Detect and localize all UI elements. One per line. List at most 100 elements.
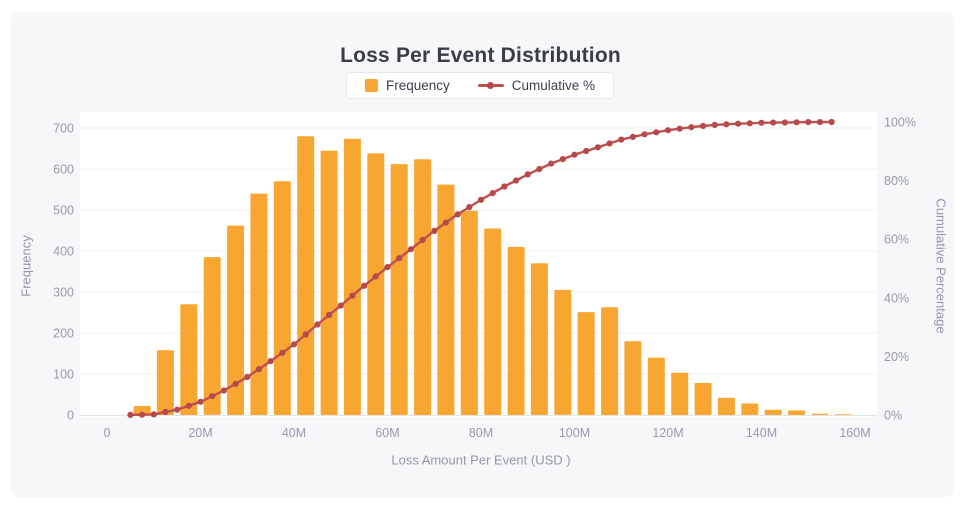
y-left-tick-labels: 0 100 200 300 400 500 600 700 bbox=[53, 122, 74, 423]
cumulative-point bbox=[816, 119, 824, 126]
cumulative-point bbox=[524, 171, 531, 178]
svg-text:160M: 160M bbox=[839, 426, 870, 440]
cumulative-point bbox=[244, 373, 251, 381]
svg-text:600: 600 bbox=[53, 163, 74, 177]
cumulative-point bbox=[279, 349, 286, 356]
cumulative-point bbox=[162, 408, 169, 416]
cumulative-point bbox=[139, 411, 146, 418]
frequency-bar bbox=[834, 414, 852, 415]
cumulative-point bbox=[653, 129, 660, 136]
cumulative-point bbox=[793, 119, 800, 126]
cumulative-point bbox=[501, 183, 508, 190]
legend-item-cumulative[interactable]: Cumulative % bbox=[477, 78, 595, 93]
cumulative-point bbox=[267, 358, 274, 365]
frequency-bar bbox=[601, 307, 619, 415]
cumulative-point bbox=[290, 341, 298, 348]
cumulative-point bbox=[185, 402, 192, 409]
frequency-bar bbox=[647, 357, 665, 415]
y-right-tick-labels: 0% 20% 40% 60% 80% 100% bbox=[884, 116, 916, 423]
frequency-bar bbox=[133, 406, 151, 415]
frequency-bar bbox=[320, 150, 338, 415]
frequency-bar bbox=[273, 181, 291, 415]
cumulative-point bbox=[746, 120, 753, 127]
cumulative-point bbox=[571, 151, 578, 158]
frequency-bar bbox=[624, 341, 642, 415]
frequency-bar bbox=[414, 159, 432, 415]
cumulative-point bbox=[407, 246, 414, 253]
frequency-bar bbox=[764, 409, 782, 415]
cumulative-point bbox=[302, 331, 309, 338]
frequency-bar bbox=[250, 193, 268, 415]
cumulative-point bbox=[127, 411, 134, 418]
frequency-bar bbox=[203, 257, 221, 415]
frequency-bar bbox=[694, 383, 712, 415]
cumulative-point bbox=[255, 366, 262, 373]
cumulative-point bbox=[770, 119, 777, 126]
svg-text:700: 700 bbox=[53, 122, 74, 136]
cumulative-point bbox=[197, 398, 204, 405]
cumulative-point bbox=[711, 121, 718, 128]
y-right-axis-title: Cumulative Percentage bbox=[933, 198, 949, 334]
svg-text:40%: 40% bbox=[884, 291, 909, 305]
cumulative-point bbox=[583, 147, 590, 155]
bar-swatch-icon bbox=[364, 79, 378, 92]
frequency-bar bbox=[554, 289, 572, 415]
frequency-bar bbox=[437, 184, 455, 415]
svg-text:40M: 40M bbox=[282, 426, 306, 440]
legend-label-frequency: Frequency bbox=[385, 78, 450, 93]
chart-legend: Frequency Cumulative % bbox=[345, 72, 615, 99]
frequency-bar bbox=[811, 413, 829, 415]
svg-text:20%: 20% bbox=[884, 350, 909, 364]
cumulative-point bbox=[513, 177, 520, 184]
cumulative-point bbox=[559, 156, 566, 163]
cumulative-point bbox=[431, 227, 438, 234]
cumulative-point bbox=[781, 119, 789, 126]
cumulative-point bbox=[454, 211, 461, 218]
svg-text:0: 0 bbox=[67, 409, 74, 423]
cumulative-point bbox=[489, 190, 496, 197]
cumulative-point bbox=[384, 264, 391, 271]
line-marker-icon bbox=[477, 79, 504, 92]
frequency-bar bbox=[367, 153, 385, 415]
cumulative-point bbox=[700, 122, 707, 130]
svg-text:60M: 60M bbox=[375, 426, 399, 440]
svg-text:120M: 120M bbox=[652, 426, 683, 440]
svg-text:140M: 140M bbox=[746, 426, 777, 440]
svg-text:500: 500 bbox=[53, 204, 74, 218]
cumulative-point bbox=[209, 393, 216, 400]
cumulative-point bbox=[419, 236, 426, 244]
svg-text:0: 0 bbox=[104, 426, 111, 440]
cumulative-point bbox=[337, 302, 344, 309]
cumulative-point bbox=[174, 406, 181, 413]
cumulative-point bbox=[548, 160, 555, 167]
cumulative-point bbox=[606, 140, 613, 147]
plot-area bbox=[80, 112, 877, 417]
svg-text:100M: 100M bbox=[559, 426, 590, 440]
frequency-bar bbox=[577, 312, 595, 415]
cumulative-point bbox=[477, 196, 485, 203]
cumulative-point bbox=[349, 292, 356, 299]
cumulative-point bbox=[326, 311, 333, 319]
cumulative-point bbox=[805, 119, 812, 126]
svg-text:60%: 60% bbox=[884, 233, 909, 247]
legend-item-frequency[interactable]: Frequency bbox=[364, 78, 450, 93]
cumulative-point bbox=[466, 204, 473, 211]
frequency-bar bbox=[671, 372, 689, 415]
frequency-bar bbox=[390, 164, 408, 415]
cumulative-point bbox=[232, 380, 239, 387]
svg-text:200: 200 bbox=[53, 327, 74, 341]
cumulative-point bbox=[641, 131, 648, 138]
svg-text:20M: 20M bbox=[188, 426, 212, 440]
cumulative-point bbox=[676, 125, 683, 132]
frequency-bars bbox=[133, 136, 852, 415]
frequency-bar bbox=[156, 350, 174, 415]
cumulative-point bbox=[758, 119, 765, 126]
frequency-bar bbox=[343, 138, 361, 415]
cumulative-point bbox=[442, 219, 449, 226]
cumulative-point bbox=[220, 387, 227, 394]
frequency-bar bbox=[741, 403, 759, 415]
svg-text:300: 300 bbox=[53, 286, 74, 300]
cumulative-point bbox=[629, 133, 637, 140]
frequency-bar bbox=[507, 246, 525, 415]
